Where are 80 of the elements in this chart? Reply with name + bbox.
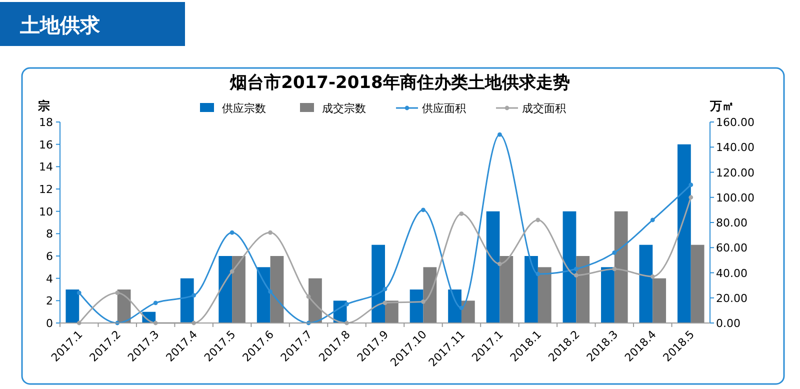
legend-label: 供应宗数 (222, 102, 266, 115)
point (574, 266, 578, 272)
bar (652, 278, 666, 323)
bar (256, 267, 270, 323)
point (498, 262, 502, 266)
point (306, 294, 311, 299)
bar (678, 144, 691, 323)
bar (66, 290, 80, 323)
point (382, 286, 388, 292)
point (688, 182, 694, 188)
point (612, 266, 617, 272)
bar (500, 256, 514, 323)
point (459, 306, 464, 310)
legend-label: 成交宗数 (322, 102, 366, 115)
bar (218, 256, 232, 323)
y-tick-label: 0 (46, 317, 53, 330)
bar (601, 267, 614, 323)
bar (448, 290, 462, 323)
y2-axis-title: 万㎡ (709, 99, 734, 113)
point (230, 269, 234, 274)
point (536, 272, 540, 276)
y2-tick-label: 160.00 (716, 116, 754, 129)
y2-tick-label: 80.00 (716, 216, 748, 230)
legend-label: 供应面积 (422, 102, 466, 115)
bar (562, 211, 576, 323)
bar (270, 256, 284, 323)
point (382, 300, 388, 306)
y2-tick-label: 40.00 (716, 266, 748, 280)
point (612, 250, 617, 255)
bar (308, 278, 322, 323)
bar (372, 244, 385, 323)
y2-tick-label: 20.00 (716, 292, 748, 305)
bar (423, 267, 437, 323)
y2-tick-label: 60.00 (716, 242, 748, 255)
bar (232, 256, 246, 323)
bar (576, 256, 590, 323)
legend-label: 成交面积 (522, 102, 566, 115)
y-tick-label: 12 (39, 183, 53, 196)
point (76, 290, 82, 296)
bar (639, 244, 653, 323)
point (650, 218, 655, 222)
point (421, 208, 426, 212)
y2-tick-label: 120.00 (716, 166, 754, 180)
point (574, 273, 578, 278)
y-tick-label: 10 (39, 205, 53, 218)
bar (614, 211, 628, 323)
bar (180, 278, 194, 323)
point (153, 300, 158, 306)
bar (461, 300, 475, 323)
point (115, 290, 120, 296)
bar (486, 211, 500, 323)
point (421, 299, 426, 304)
y-tick-label: 16 (39, 138, 53, 152)
point (344, 302, 349, 306)
point (688, 195, 694, 200)
point (536, 218, 540, 222)
y-tick-label: 8 (46, 228, 53, 241)
y-tick-label: 6 (46, 250, 53, 263)
y2-tick-label: 140.00 (716, 141, 754, 154)
point (459, 212, 464, 216)
point (268, 230, 272, 235)
chart-title: 烟台市2017-2018年商住办类土地供求走势 (229, 73, 570, 93)
y-tick-label: 14 (39, 160, 53, 174)
y-tick-label: 4 (46, 272, 53, 286)
bar (538, 267, 552, 323)
bar (385, 300, 398, 323)
text: 土地供求 (19, 13, 101, 37)
bar (524, 256, 538, 323)
y-axis-title: 宗 (37, 99, 50, 113)
y-tick-label: 18 (39, 116, 53, 129)
point (650, 274, 655, 279)
point (192, 293, 196, 298)
bar (410, 290, 424, 323)
point (268, 289, 272, 294)
y2-tick-label: 100.00 (716, 191, 754, 204)
point (498, 132, 502, 137)
y-tick-label: 2 (46, 294, 53, 308)
bar (690, 244, 704, 323)
y2-tick-label: 0.00 (716, 317, 740, 330)
point (230, 230, 234, 235)
